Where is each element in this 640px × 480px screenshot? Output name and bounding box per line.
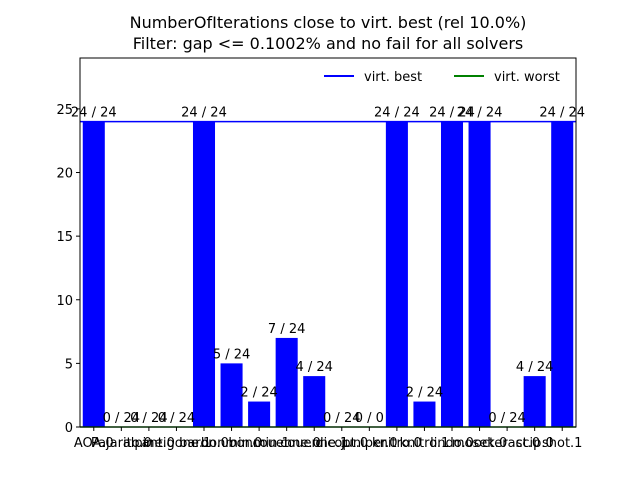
legend-label-1: virt. worst: [494, 70, 560, 85]
bar-AOA.0: [82, 121, 105, 427]
bar-label-mosek.0: 24 / 24: [457, 106, 503, 121]
bar-knitro.1: [413, 401, 436, 427]
bar-scip.0: [523, 376, 546, 427]
bar-label-lindo.0: 24 / 24: [429, 106, 475, 121]
x-tick-label-bonmin.0: bonmin.0: [201, 436, 262, 451]
x-tick-label-antigone.1: antigone.1: [142, 436, 212, 451]
axes-frame: [79, 57, 577, 428]
y-tick-label-15: 15: [56, 230, 73, 245]
bar-label-alpine.0: 0 / 24: [130, 411, 167, 426]
x-tick-label-couenne.0: couenne.0: [253, 436, 321, 451]
bar-label-dicopt.0: 0 / 24: [323, 411, 360, 426]
bar-label-couenne.1: 4 / 24: [295, 360, 332, 375]
bar-bonmin.1: [248, 401, 271, 427]
bar-label-baron.0: 24 / 24: [181, 106, 227, 121]
x-tick-label-scip.0: scip.0: [516, 436, 554, 451]
x-tick-label-octeract.0: octeract.0: [474, 436, 540, 451]
bar-label-knitro.0: 24 / 24: [374, 106, 420, 121]
bar-label-shot.1: 24 / 24: [539, 106, 585, 121]
x-tick-label-knitro.0: knitro.0: [372, 436, 422, 451]
x-tick-label-alpine.0: alpine.0: [123, 436, 175, 451]
y-tick-label-10: 10: [56, 294, 73, 309]
bar-label-bonmin.1: 2 / 24: [240, 386, 277, 401]
y-tick-label-5: 5: [65, 357, 73, 372]
bar-lindo.0: [440, 121, 464, 427]
bar-label-scip.0: 4 / 24: [516, 360, 553, 375]
bar-label-antigone.1: 0 / 24: [158, 411, 195, 426]
y-tick-label-25: 25: [56, 103, 73, 118]
x-tick-label-lindo.0: lindo.0: [430, 436, 474, 451]
bar-bonmin.0: [220, 363, 243, 427]
bar-mosek.0: [468, 121, 491, 427]
x-tick-label-knitro.1: knitro.1: [400, 436, 450, 451]
bar-label-juniper.0: 0 / 0: [355, 411, 384, 426]
x-tick-label-shot.1: shot.1: [542, 436, 582, 451]
x-tick-label-mosek.0: mosek.0: [452, 436, 507, 451]
bar-couenne.0: [275, 337, 298, 427]
y-tick-label-20: 20: [56, 167, 73, 182]
bar-baron.0: [192, 121, 216, 427]
x-tick-label-couenne.1: couenne.1: [280, 436, 348, 451]
bar-label-couenne.0: 7 / 24: [268, 322, 305, 337]
x-tick-label-baron.0: baron.0: [179, 436, 229, 451]
chart-title-line-1: NumberOfIterations close to virt. best (…: [130, 13, 527, 32]
y-tick-label-0: 0: [65, 421, 73, 436]
x-tick-label-juniper.0: juniper.0: [340, 436, 398, 451]
x-tick-label-AOA.0: AOA.0: [74, 436, 114, 451]
bar-label-bonmin.0: 5 / 24: [213, 347, 250, 362]
chart-title-line-2: Filter: gap <= 0.1002% and no fail for a…: [133, 34, 523, 53]
bar-label-AOA.0: 24 / 24: [71, 106, 117, 121]
legend-label-0: virt. best: [364, 70, 422, 85]
x-tick-label-Pajarito.0: Pajarito.0: [91, 436, 152, 451]
bar-label-octeract.0: 0 / 24: [488, 411, 525, 426]
x-tick-label-bonmin.1: bonmin.1: [228, 436, 289, 451]
x-tick-label-dicopt.0: dicopt.0: [315, 436, 368, 451]
bar-shot.1: [551, 121, 574, 427]
bar-label-knitro.1: 2 / 24: [406, 386, 443, 401]
bar-couenne.1: [303, 376, 326, 427]
bar-knitro.0: [385, 121, 408, 427]
bar-label-Pajarito.0: 0 / 24: [103, 411, 140, 426]
